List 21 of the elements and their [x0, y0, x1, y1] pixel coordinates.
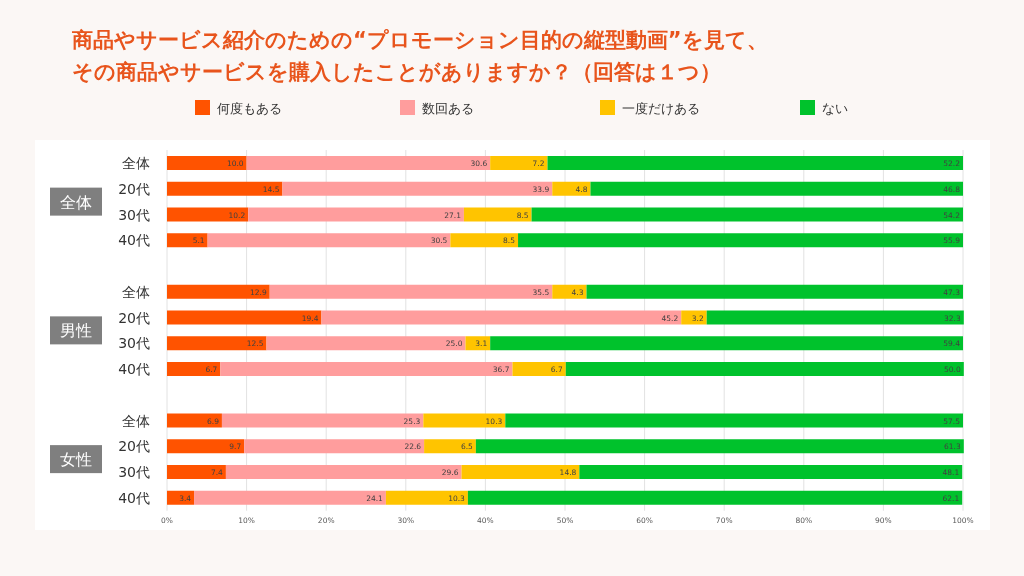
- y-tick-label: 30代: [118, 464, 150, 480]
- text: 女性: [60, 450, 92, 470]
- legend-label: ない: [822, 101, 848, 116]
- y-tick-label: 20代: [118, 309, 150, 326]
- y-tick-label: 20代: [118, 180, 150, 197]
- text: 男性: [60, 321, 92, 341]
- legend-label: 何度もある: [217, 101, 282, 116]
- legend-label: 一度だけある: [622, 101, 700, 116]
- y-tick-label: 40代: [118, 361, 150, 377]
- y-tick-label: 30代: [118, 335, 150, 352]
- y-tick-label: 全体: [122, 155, 150, 171]
- y-tick-label: 30代: [118, 206, 150, 223]
- y-tick-label: 全体: [122, 412, 150, 429]
- text: 全体: [60, 192, 92, 212]
- y-tick-label: 40代: [118, 232, 150, 249]
- y-tick-label: 20代: [118, 438, 150, 455]
- y-tick-label: 40代: [118, 489, 150, 506]
- chart-title: 商品やサービス紹介のための“プロモーション目的の縦型動画”を見て、: [71, 28, 768, 52]
- y-tick-label: 全体: [122, 283, 150, 300]
- chart-subtitle: その商品やサービスを購入したことがありますか？（回答は１つ）: [72, 60, 721, 84]
- legend-label: 数回ある: [422, 101, 474, 116]
